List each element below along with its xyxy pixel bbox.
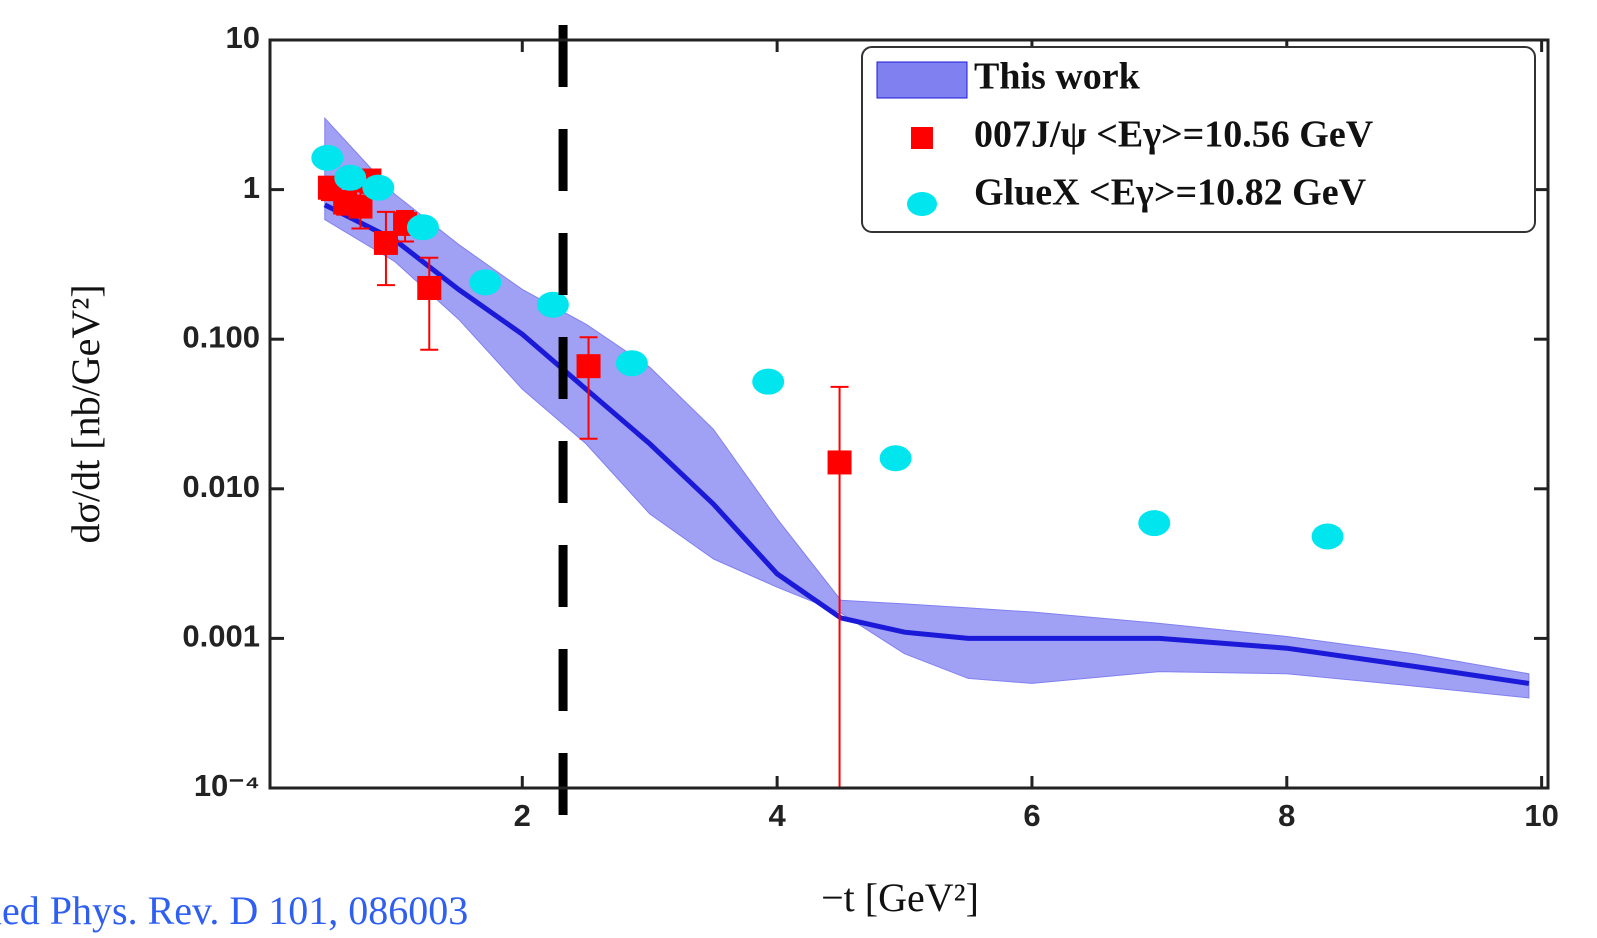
y-tick-label: 0.001 <box>182 619 260 654</box>
data-point <box>348 194 373 219</box>
plot-frame <box>268 38 1550 790</box>
data-point <box>406 214 439 241</box>
legend-label: This work <box>974 56 1141 98</box>
y-tick-label: 0.010 <box>182 469 260 504</box>
legend-swatch <box>911 127 933 149</box>
x-tick-label: 2 <box>514 798 531 833</box>
data-point <box>417 275 442 300</box>
x-tick-label: 4 <box>768 798 786 833</box>
y-tick-label: 0.100 <box>182 319 260 354</box>
y-tick-label: 1 <box>243 170 260 205</box>
data-point <box>469 269 502 296</box>
data-point <box>536 291 569 318</box>
y-tick-label: 10⁻⁴ <box>194 768 260 803</box>
legend-label: 007J/ψ <Eγ>=10.56 GeV <box>974 114 1374 156</box>
uncertainty-band <box>324 116 1530 699</box>
x-tick-label: 6 <box>1023 798 1040 833</box>
x-axis-label: −t [GeV²] <box>821 875 979 920</box>
data-point <box>576 354 601 379</box>
legend-swatch <box>907 192 937 216</box>
data-point <box>879 445 912 472</box>
data-point <box>1311 523 1344 550</box>
x-tick-label: 10 <box>1524 798 1558 833</box>
central-line <box>323 202 1530 686</box>
y-axis-label: dσ/dt [nb/GeV²] <box>63 284 108 543</box>
footnote: ned Phys. Rev. D 101, 086003 <box>0 888 468 933</box>
legend-label: GlueX <Eγ>=10.82 GeV <box>974 172 1367 214</box>
plot-area: 2 4 6 8 10 10⁻⁴ 0.001 0.010 0.100 1 10 This work 007… <box>182 20 1559 845</box>
data-point <box>752 368 785 395</box>
data-point <box>615 350 648 377</box>
x-tick-label: 8 <box>1278 798 1295 833</box>
data-point <box>311 144 344 171</box>
data-point <box>334 164 367 191</box>
data-point <box>362 174 395 201</box>
y-tick-label: 10 <box>226 20 260 55</box>
data-point <box>827 450 852 475</box>
legend-box <box>861 46 1536 233</box>
data-point <box>1138 510 1171 537</box>
legend-swatch <box>876 61 968 99</box>
